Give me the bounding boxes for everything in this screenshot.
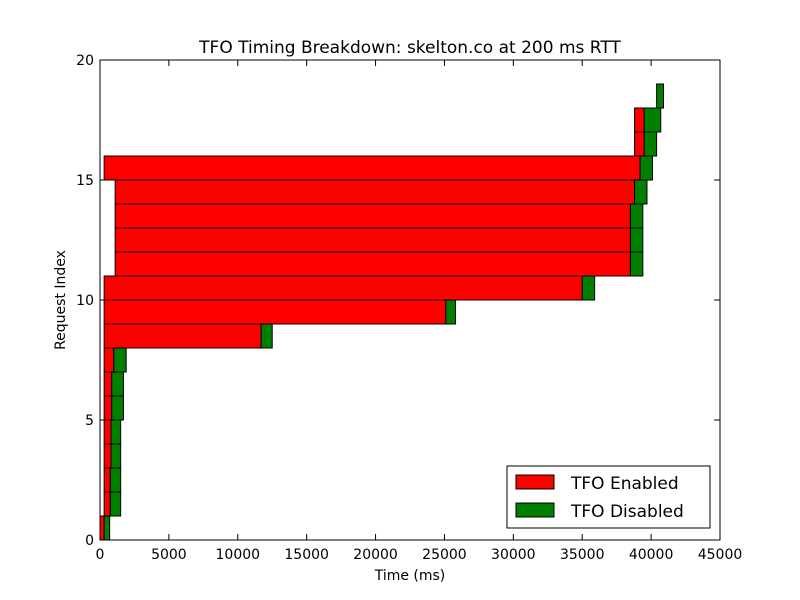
bar-tfo-disabled-15 xyxy=(639,155,653,181)
bar-tfo-disabled-3 xyxy=(110,443,122,469)
legend-swatch-tfo-enabled xyxy=(515,474,555,490)
bar-tfo-enabled-2 xyxy=(103,467,111,493)
x-tick-label-30000: 30000 xyxy=(491,547,536,563)
x-tick-label-15000: 15000 xyxy=(284,547,329,563)
bar-tfo-enabled-3 xyxy=(103,443,112,469)
legend-label-tfo-disabled: TFO Disabled xyxy=(570,502,684,522)
bar-tfo-disabled-7 xyxy=(113,347,127,373)
legend-label-tfo-enabled: TFO Enabled xyxy=(570,474,679,494)
bar-tfo-disabled-0 xyxy=(103,515,111,541)
bar-tfo-enabled-11 xyxy=(114,251,631,277)
bar-tfo-enabled-8 xyxy=(103,323,262,349)
bar-tfo-disabled-10 xyxy=(581,275,596,301)
bar-tfo-disabled-6 xyxy=(111,371,124,397)
bar-tfo-enabled-5 xyxy=(103,395,113,421)
y-axis-label: Request Index xyxy=(53,250,69,350)
bar-tfo-disabled-17 xyxy=(643,107,662,133)
x-axis-ticks: 0 5000 10000 15000 20000 25000 30000 35000 40000… xyxy=(96,60,743,563)
bar-tfo-disabled-13 xyxy=(629,203,644,229)
y-tick-label-15: 15 xyxy=(76,173,94,189)
y-tick-label-5: 5 xyxy=(85,413,94,429)
bar-tfo-enabled-14 xyxy=(114,179,636,205)
bar-tfo-enabled-0 xyxy=(99,515,105,541)
bar-tfo-enabled-13 xyxy=(114,203,631,229)
x-tick-label-40000: 40000 xyxy=(629,547,674,563)
bar-tfo-disabled-5 xyxy=(111,395,124,421)
y-tick-label-10: 10 xyxy=(76,293,94,309)
y-axis-ticks: 0 5 10 15 20 xyxy=(76,53,720,549)
bar-tfo-enabled-10 xyxy=(103,275,583,301)
bar-tfo-disabled-1 xyxy=(109,491,122,517)
x-tick-label-10000: 10000 xyxy=(216,547,261,563)
bar-tfo-disabled-8 xyxy=(260,323,273,349)
bar-tfo-disabled-18 xyxy=(656,83,665,109)
bar-tfo-enabled-9 xyxy=(103,299,447,325)
chart-title: TFO Timing Breakdown: skelton.co at 200 … xyxy=(198,38,621,58)
bar-tfo-enabled-4 xyxy=(103,419,112,445)
bar-tfo-disabled-2 xyxy=(109,467,122,493)
bar-tfo-enabled-6 xyxy=(103,371,113,397)
x-tick-label-25000: 25000 xyxy=(422,547,467,563)
bar-tfo-enabled-15 xyxy=(103,155,641,181)
bar-tfo-disabled-16 xyxy=(643,131,658,157)
bar-tfo-disabled-14 xyxy=(634,179,648,205)
bar-tfo-enabled-12 xyxy=(114,227,631,253)
bar-tfo-disabled-4 xyxy=(110,419,122,445)
x-tick-label-20000: 20000 xyxy=(353,547,398,563)
bar-tfo-disabled-12 xyxy=(629,227,644,253)
bars-group xyxy=(99,83,665,541)
x-axis-label: Time (ms) xyxy=(374,568,446,584)
legend: TFO Enabled TFO Disabled xyxy=(506,465,711,529)
y-tick-label-0: 0 xyxy=(85,533,94,549)
x-tick-label-45000: 45000 xyxy=(698,547,743,563)
bar-tfo-disabled-9 xyxy=(445,299,456,325)
x-tick-label-0: 0 xyxy=(96,547,105,563)
bar-tfo-enabled-16 xyxy=(634,131,645,157)
x-tick-label-5000: 5000 xyxy=(151,547,187,563)
y-tick-label-20: 20 xyxy=(76,53,94,69)
bar-tfo-enabled-1 xyxy=(103,491,111,517)
bar-tfo-enabled-17 xyxy=(634,107,645,133)
legend-swatch-tfo-disabled xyxy=(515,502,555,518)
x-tick-label-35000: 35000 xyxy=(560,547,605,563)
bar-tfo-disabled-11 xyxy=(629,251,644,277)
bar-tfo-enabled-7 xyxy=(103,347,115,373)
